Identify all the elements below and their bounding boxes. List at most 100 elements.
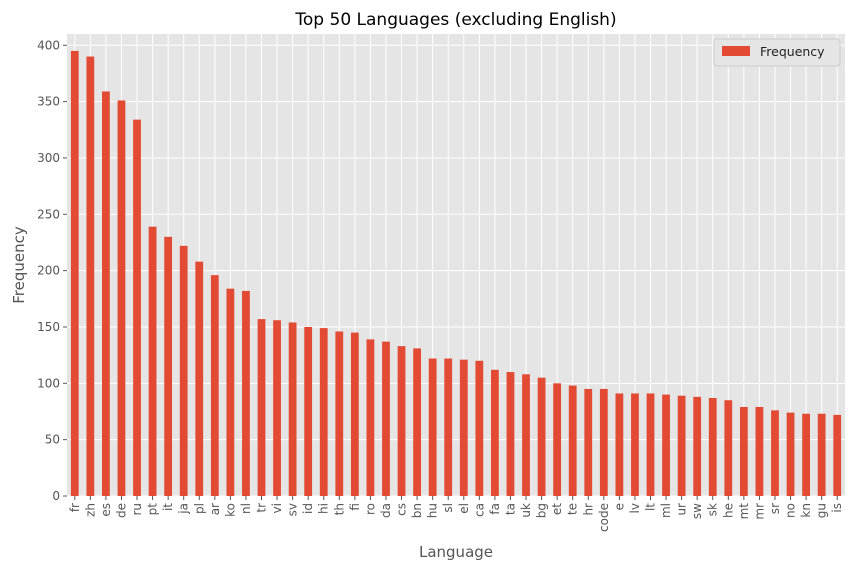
bar-hi bbox=[319, 328, 328, 496]
bar-el bbox=[459, 359, 468, 496]
bar-vi bbox=[273, 320, 281, 496]
y-axis-ticks: 0 50 100 150 200 250 300 350 400 bbox=[37, 38, 67, 503]
y-tick-label: 150 bbox=[37, 320, 60, 334]
bar-no bbox=[786, 412, 795, 496]
bar-gu bbox=[817, 413, 826, 496]
x-tick-label-zh: zh bbox=[83, 503, 97, 517]
bar-cs bbox=[397, 346, 406, 496]
legend-box bbox=[713, 38, 841, 67]
bar-th bbox=[335, 331, 344, 496]
x-tick-label-ta: ta bbox=[503, 503, 517, 515]
bar-ar bbox=[210, 275, 219, 496]
x-tick-label-fi: fi bbox=[348, 503, 362, 511]
x-tick-label-hu: hu bbox=[426, 503, 440, 518]
bar-sk bbox=[708, 397, 717, 496]
y-tick-label: 250 bbox=[37, 207, 60, 221]
x-tick-label-hi: hi bbox=[317, 503, 331, 514]
x-tick-label-fa: fa bbox=[488, 503, 502, 515]
x-axis-title: Language bbox=[419, 543, 493, 561]
x-tick-label-ro: ro bbox=[363, 503, 377, 515]
y-tick-label: 200 bbox=[37, 264, 60, 278]
x-axis-ticks: fr zh es de ru pt it ja pl ar ko nl tr vi sv id hi th fi ro… bbox=[68, 496, 844, 532]
y-tick-label: 400 bbox=[37, 38, 60, 52]
chart-title: Top 50 Languages (excluding English) bbox=[294, 10, 616, 30]
x-tick-label-sw: sw bbox=[690, 503, 704, 519]
x-tick-label-da: da bbox=[379, 503, 393, 518]
y-tick-label: 350 bbox=[37, 95, 60, 109]
x-tick-label-pt: pt bbox=[146, 503, 160, 516]
bar-ml bbox=[662, 394, 670, 496]
x-tick-label-ca: ca bbox=[472, 503, 486, 517]
bars bbox=[70, 50, 842, 497]
bar-mr bbox=[755, 406, 764, 496]
x-tick-label-ja: ja bbox=[177, 503, 191, 515]
bar-he bbox=[724, 400, 733, 496]
x-tick-label-cs: cs bbox=[395, 503, 409, 516]
bar-lt bbox=[646, 393, 655, 496]
bar-es bbox=[102, 91, 110, 496]
x-tick-label-sr: sr bbox=[768, 503, 782, 514]
bar-it bbox=[164, 236, 173, 496]
x-tick-label-id: id bbox=[301, 503, 315, 514]
bar-ru bbox=[133, 119, 141, 496]
bar-kn bbox=[802, 413, 810, 496]
x-tick-label-th: th bbox=[332, 503, 346, 515]
bar-ko bbox=[226, 288, 235, 496]
x-tick-label-tr: tr bbox=[255, 503, 269, 513]
x-tick-label-sv: sv bbox=[286, 503, 300, 516]
y-tick-label: 300 bbox=[37, 151, 60, 165]
bar-ro bbox=[366, 339, 375, 496]
x-tick-label-it: it bbox=[161, 503, 175, 511]
x-tick-label-mt: mt bbox=[737, 503, 751, 520]
x-tick-label-kn: kn bbox=[799, 503, 813, 518]
bar-ja bbox=[179, 245, 188, 496]
bar-bn bbox=[413, 348, 421, 496]
bar-ur bbox=[677, 395, 686, 496]
bar-code bbox=[599, 388, 608, 496]
bar-fi bbox=[350, 332, 359, 496]
x-tick-label-he: he bbox=[721, 503, 735, 518]
bar-pl bbox=[195, 261, 204, 496]
bar-da bbox=[382, 341, 390, 496]
x-tick-label-ru: ru bbox=[130, 503, 144, 516]
x-tick-label-de: de bbox=[114, 503, 128, 518]
bar-hu bbox=[428, 358, 437, 496]
x-tick-label-te: te bbox=[566, 503, 580, 515]
x-tick-label-es: es bbox=[99, 503, 113, 517]
bar-lv bbox=[631, 393, 639, 496]
x-tick-label-ml: ml bbox=[659, 503, 673, 518]
x-tick-label-code: code bbox=[597, 503, 611, 532]
x-tick-label-lv: lv bbox=[628, 503, 642, 513]
x-tick-label-bn: bn bbox=[410, 503, 424, 518]
x-tick-label-ur: ur bbox=[675, 503, 689, 516]
bar-sv bbox=[288, 322, 297, 496]
y-tick-label: 0 bbox=[52, 489, 60, 503]
bar-ca bbox=[475, 360, 484, 496]
bar-uk bbox=[522, 374, 530, 496]
bar-is bbox=[833, 414, 842, 496]
legend-swatch bbox=[722, 46, 750, 56]
legend-label-frequency: Frequency bbox=[760, 44, 825, 59]
bar-de bbox=[117, 100, 126, 497]
x-tick-label-vi: vi bbox=[270, 503, 284, 513]
x-tick-label-et: et bbox=[550, 503, 564, 515]
x-tick-label-hr: hr bbox=[581, 503, 595, 516]
bar-fr bbox=[70, 50, 79, 497]
bar-nl bbox=[242, 290, 250, 496]
x-tick-label-pl: pl bbox=[192, 503, 206, 514]
x-tick-label-no: no bbox=[784, 503, 798, 518]
bar-et bbox=[553, 383, 562, 496]
bar-fa bbox=[491, 369, 499, 496]
x-tick-label-ar: ar bbox=[208, 503, 222, 515]
x-tick-label-el: el bbox=[457, 503, 471, 514]
bar-tr bbox=[257, 319, 266, 496]
bar-sl bbox=[444, 358, 453, 496]
y-tick-label: 100 bbox=[37, 376, 60, 390]
bar-ta bbox=[506, 372, 515, 496]
bar-e bbox=[615, 393, 624, 496]
x-tick-label-nl: nl bbox=[239, 503, 253, 514]
bar-zh bbox=[86, 56, 95, 496]
legend: Frequency bbox=[713, 38, 841, 67]
x-tick-label-sl: sl bbox=[441, 503, 455, 513]
